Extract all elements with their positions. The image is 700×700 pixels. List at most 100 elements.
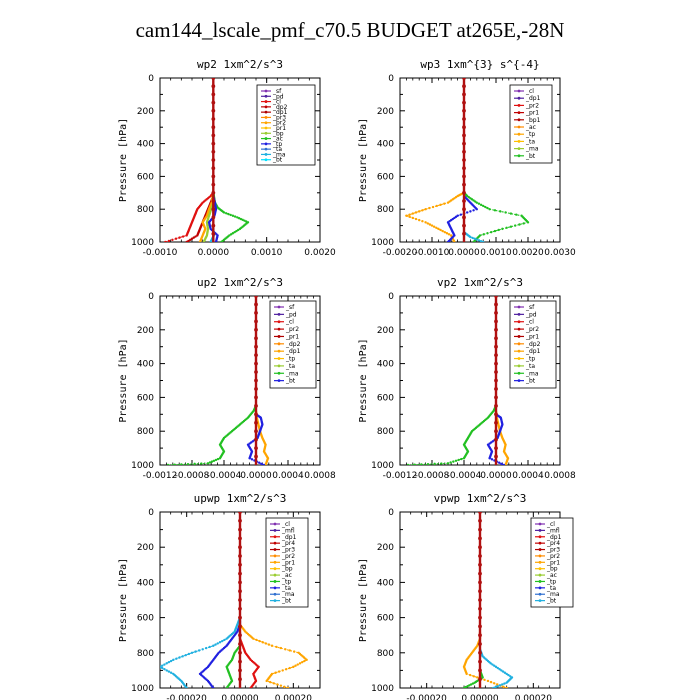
data-point [297, 651, 300, 654]
data-point [486, 679, 490, 683]
data-point [522, 222, 525, 225]
chart-panel-5: upwp 1xm^2/s^3 Pressure [hPa] 0 200 400 600 80… [118, 492, 321, 700]
legend-entry: _ma [281, 591, 295, 598]
data-point [510, 676, 514, 679]
data-point [238, 536, 242, 541]
data-point [269, 680, 272, 684]
series-line-bp [226, 645, 241, 688]
x-tick-label: 0.0010 [251, 248, 283, 258]
data-point [491, 663, 494, 666]
data-point [212, 644, 215, 647]
data-point [478, 598, 482, 602]
data-point [214, 643, 217, 646]
data-point [211, 78, 216, 80]
data-point [238, 615, 242, 620]
data-point [238, 606, 242, 611]
data-point [505, 672, 508, 676]
legend-marker [273, 586, 277, 590]
data-point [406, 463, 410, 465]
legend-marker [517, 371, 521, 375]
x-tick-label: -0.0012 [383, 471, 418, 481]
data-point [238, 624, 242, 629]
legend-entry: _ac [272, 136, 283, 143]
data-point [497, 228, 500, 232]
data-point [500, 462, 503, 465]
data-point [462, 141, 466, 146]
data-point [478, 571, 482, 576]
data-point [233, 215, 237, 218]
data-point [479, 203, 483, 207]
x-tick-label: 0.0008 [544, 471, 576, 481]
data-point [482, 233, 485, 236]
x-tick-label: -0.0010 [415, 248, 450, 258]
data-point [167, 670, 171, 673]
data-point [167, 239, 171, 242]
data-point [161, 666, 164, 670]
x-tick-label: -0.0004 [207, 471, 242, 481]
data-point [432, 225, 436, 228]
data-point [503, 671, 507, 674]
data-point [500, 669, 503, 672]
y-tick-label: 600 [137, 614, 154, 624]
data-point [471, 236, 474, 240]
legend-marker [538, 580, 542, 583]
legend-marker [538, 541, 542, 545]
data-point [210, 460, 214, 463]
data-point [494, 336, 498, 341]
legend-marker [264, 137, 268, 140]
legend-entry: _ta [281, 585, 291, 592]
data-point [211, 190, 216, 195]
data-point [238, 512, 242, 514]
legend-marker [517, 125, 521, 129]
y-tick-label: 1000 [131, 684, 154, 694]
data-point [261, 641, 264, 644]
x-tick-label: 0.0000 [198, 248, 230, 258]
y-axis-label: Pressure [hPa] [118, 338, 129, 422]
data-point [211, 84, 216, 89]
data-point [254, 296, 258, 298]
data-point [494, 387, 498, 391]
data-point [254, 302, 258, 307]
data-point [211, 149, 216, 154]
data-point [254, 361, 258, 366]
panel-title: up2 1xm^2/s^3 [197, 276, 283, 289]
legend-entry: _bt [272, 157, 283, 164]
y-tick-label: 600 [377, 614, 394, 624]
data-point [178, 236, 181, 239]
data-point [181, 235, 185, 238]
legend-entry: _ta [285, 363, 295, 370]
legend-marker [277, 364, 281, 368]
legend-entry: _cl [546, 521, 555, 528]
data-point [161, 664, 164, 667]
data-point [493, 664, 496, 667]
legend-entry: _pr3 [272, 114, 286, 121]
legend-marker [264, 121, 268, 125]
data-point [238, 545, 242, 550]
x-tick-label: -0.0020 [383, 248, 418, 258]
x-tick-label: 0.0020 [512, 248, 544, 258]
data-point [206, 462, 210, 465]
data-point [279, 684, 283, 687]
data-point [462, 117, 466, 121]
data-point [211, 215, 216, 220]
legend-entry: _pd [272, 93, 284, 100]
legend-entry: _pr1 [285, 333, 299, 340]
data-point [494, 302, 498, 307]
data-point [165, 662, 168, 665]
data-point [254, 412, 258, 417]
data-point [292, 665, 295, 669]
data-point [494, 353, 498, 358]
legend-marker [517, 147, 521, 151]
legend-entry: _ma [525, 146, 539, 153]
data-point [260, 462, 263, 465]
legend-marker [277, 342, 281, 346]
data-point [428, 206, 431, 210]
data-point [272, 682, 275, 685]
data-point [469, 683, 473, 686]
legend-marker [277, 357, 281, 360]
data-layer [166, 296, 270, 465]
legend-marker [517, 379, 521, 383]
data-point [413, 463, 416, 465]
y-tick-label: 0 [388, 74, 394, 84]
y-axis-label: Pressure [hPa] [118, 118, 129, 202]
